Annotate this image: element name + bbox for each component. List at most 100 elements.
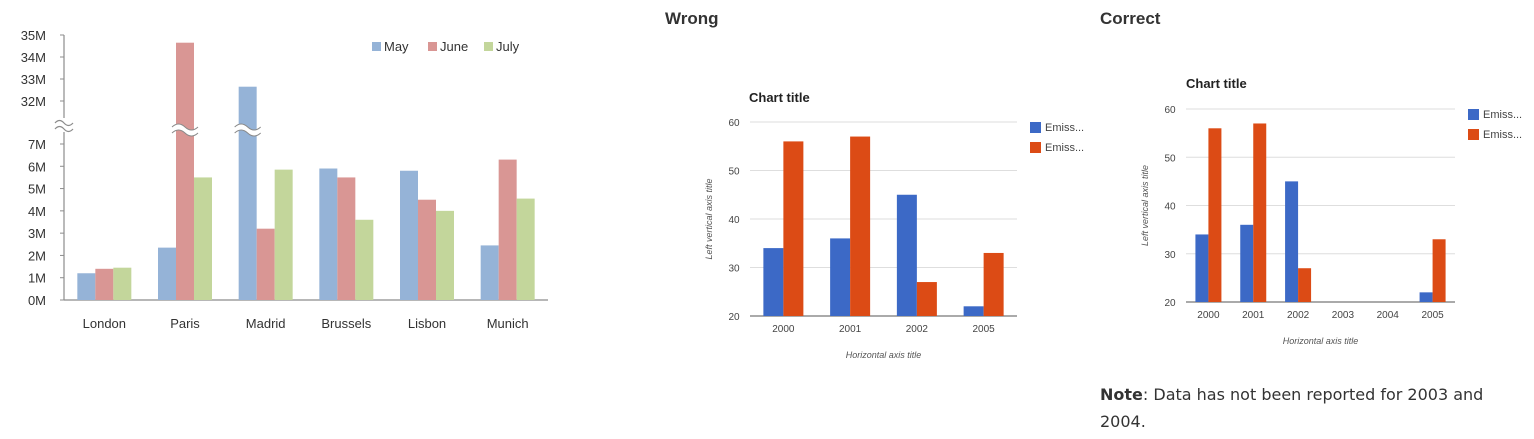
chart-title: Chart title [749,90,810,105]
bar [498,159,517,300]
x-tick-label: 2000 [1197,310,1220,321]
x-tick-label: 2004 [1377,310,1400,321]
y-tick-label: 60 [728,118,740,129]
bar [256,228,275,300]
bar [1419,292,1433,302]
y-tick-label-upper: 34M [21,50,46,65]
bar [1298,268,1312,302]
x-tick-label: 2001 [1242,310,1265,321]
legend-label: Emiss... [1045,122,1084,134]
broken-axis-city-chart: 0M 1M 2M 3M 4M 5M 6M 7M 32M 33M 34M 35M London Paris M… [21,28,548,331]
x-tick-label: 2005 [1421,310,1444,321]
x-tick-label: 2002 [906,324,929,335]
bar [763,248,784,316]
legend-label: June [440,39,468,54]
bar [158,247,176,300]
x-tick-label: Madrid [246,316,286,331]
note-text: Note: Data has not been reported for 200… [1100,381,1520,435]
legend-label: July [496,39,520,54]
x-tick-label: 2001 [839,324,862,335]
x-tick-label: Brussels [321,316,371,331]
y-tick-label-upper: 35M [21,28,46,43]
heading-wrong: Wrong [665,9,719,28]
y-tick-label-lower: 2M [28,248,46,263]
y-tick-label-lower: 4M [28,204,46,219]
x-tick-label: Paris [170,316,200,331]
bar [480,245,499,300]
y-tick-label-lower: 7M [28,137,46,152]
bar-break-mark [171,123,199,137]
legend-label: May [384,39,409,54]
y-tick-label: 50 [728,167,740,178]
y-tick-label: 20 [728,312,740,323]
bar-broken [238,86,257,300]
legend-swatch [1030,122,1041,133]
legend-swatch [1030,142,1041,153]
wrong-emissions-chart: Chart title 20 30 40 50 60 2000 2001 2002 2005 Hor… [704,90,1084,360]
bar [516,198,535,300]
legend-swatch [1468,129,1479,140]
y-tick-label-upper: 32M [21,94,46,109]
legend-swatch [1468,109,1479,120]
y-tick-label: 30 [1164,250,1176,261]
note-label: Note [1100,385,1143,404]
bar-break-gap [172,124,198,136]
x-tick-label: 2002 [1287,310,1310,321]
bar [95,268,114,300]
bar [783,141,804,316]
x-tick-label: Munich [487,316,529,331]
bar [1240,224,1254,302]
bar [1432,239,1446,302]
bar [355,219,374,300]
x-tick-label: Lisbon [408,316,446,331]
legend-label: Emiss... [1045,142,1084,154]
x-tick-label: 2005 [973,324,996,335]
y-axis-title: Left vertical axis title [704,178,714,259]
bar [319,168,338,300]
bar [1208,128,1222,302]
bar [983,252,1004,316]
y-tick-label-lower: 5M [28,182,46,197]
y-tick-label: 20 [1164,298,1176,309]
note-body: : Data has not been reported for 2003 an… [1100,385,1484,431]
legend-label: Emiss... [1483,109,1522,121]
legend-swatch [484,42,493,51]
bar [337,177,356,300]
bar [916,282,937,316]
y-tick-label-upper: 33M [21,72,46,87]
bar [274,169,293,300]
bar [194,177,212,300]
x-axis-title: Horizontal axis title [846,350,922,360]
correct-emissions-chart: Chart title 20 30 40 50 60 2000 2001 2002 2003 200… [1140,76,1522,346]
bar [113,267,132,300]
x-axis-title: Horizontal axis title [1283,336,1359,346]
y-tick-label-lower: 1M [28,271,46,286]
bar-broken [176,42,194,300]
y-axis-break-mark [54,119,74,133]
y-axis-title: Left vertical axis title [1140,165,1150,246]
y-tick-label-lower: 6M [28,159,46,174]
bar [963,306,984,316]
bar [1285,181,1299,302]
bar-break-gap [234,124,261,136]
x-tick-label: 2003 [1332,310,1355,321]
y-tick-label-lower: 3M [28,226,46,241]
x-tick-label: London [83,316,126,331]
y-tick-label: 50 [1164,153,1176,164]
bar [830,238,851,316]
legend-swatch [428,42,437,51]
legend-label: Emiss... [1483,129,1522,141]
bar [400,170,418,300]
chart-title: Chart title [1186,76,1247,91]
y-tick-label: 30 [728,264,740,275]
bar [1253,123,1267,302]
bar [850,136,871,316]
heading-correct: Correct [1100,9,1161,28]
bar [418,199,436,300]
y-tick-label: 40 [1164,202,1176,213]
bar-break-mark [234,123,262,137]
bar [436,210,454,300]
legend-swatch [372,42,381,51]
x-tick-label: 2000 [772,324,795,335]
